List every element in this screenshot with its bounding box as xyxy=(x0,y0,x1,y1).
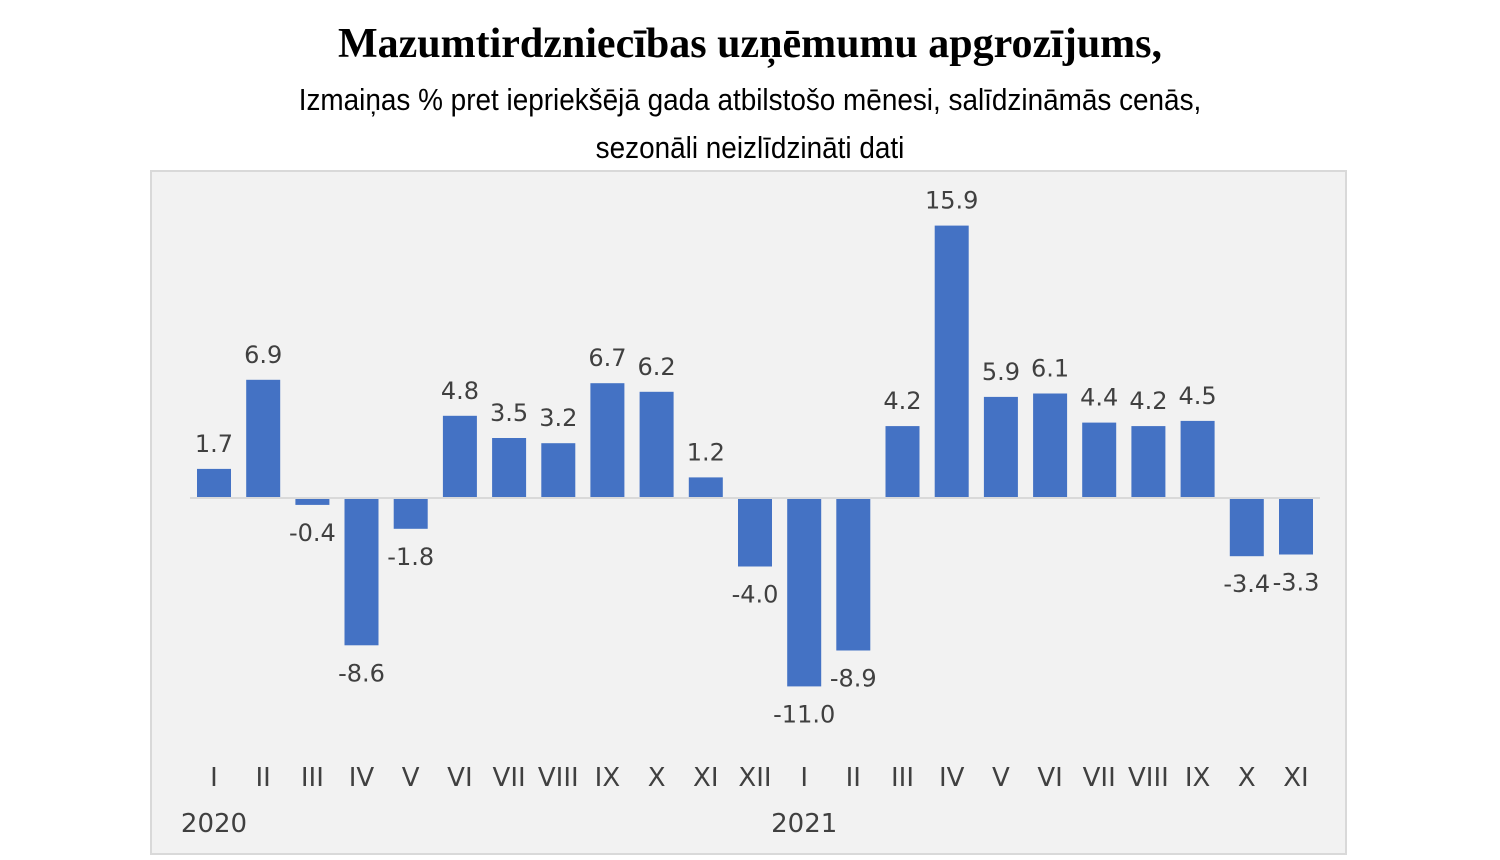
bar-13 xyxy=(836,498,871,651)
value-label-2: -0.4 xyxy=(289,519,336,547)
bar-4 xyxy=(393,498,428,529)
value-label-12: -11.0 xyxy=(773,700,835,728)
value-label-21: -3.4 xyxy=(1223,570,1270,598)
category-label-7: VIII xyxy=(538,763,579,793)
category-label-22: XI xyxy=(1283,763,1308,793)
value-label-16: 5.9 xyxy=(982,358,1020,386)
bar-15 xyxy=(934,225,969,498)
category-label-20: IX xyxy=(1185,763,1210,793)
bar-1 xyxy=(246,379,281,498)
value-label-17: 6.1 xyxy=(1031,355,1069,383)
category-label-6: VII xyxy=(493,763,526,793)
value-label-7: 3.2 xyxy=(539,404,577,432)
bar-16 xyxy=(983,396,1018,498)
category-label-14: III xyxy=(891,763,914,793)
category-label-10: XI xyxy=(693,763,718,793)
category-label-8: IX xyxy=(595,763,620,793)
year-label-1: 2021 xyxy=(771,809,837,839)
value-label-9: 6.2 xyxy=(638,353,676,381)
bar-3 xyxy=(344,498,379,646)
bar-10 xyxy=(688,477,723,498)
category-label-21: X xyxy=(1238,763,1256,793)
category-label-5: VI xyxy=(447,763,472,793)
value-label-3: -8.6 xyxy=(338,659,385,687)
bar-8 xyxy=(590,383,625,498)
chart-subtitle-line-2: sezonāli neizlīdzināti dati xyxy=(595,130,905,165)
bar-14 xyxy=(885,426,920,498)
category-label-15: IV xyxy=(939,763,965,793)
value-label-19: 4.2 xyxy=(1129,387,1167,415)
bar-20 xyxy=(1180,420,1215,498)
value-label-8: 6.7 xyxy=(588,344,626,372)
bars-group xyxy=(197,225,1313,687)
category-label-12: I xyxy=(800,763,808,793)
value-label-20: 4.5 xyxy=(1179,382,1217,410)
bar-6 xyxy=(492,438,527,498)
chart-subtitle-line-1: Izmaiņas % pret iepriekšējā gada atbilst… xyxy=(298,82,1202,117)
year-labels-group: 2020 2021 xyxy=(181,809,837,839)
value-label-1: 6.9 xyxy=(244,341,282,369)
category-label-11: XII xyxy=(738,763,771,793)
bar-18 xyxy=(1082,422,1117,498)
value-label-11: -4.0 xyxy=(732,581,779,609)
bar-11 xyxy=(738,498,772,567)
category-label-3: IV xyxy=(349,763,375,793)
bar-21 xyxy=(1229,498,1264,557)
category-label-1: II xyxy=(256,763,271,793)
bar-7 xyxy=(541,443,576,498)
bar-22 xyxy=(1279,498,1313,555)
value-label-5: 4.8 xyxy=(441,377,479,405)
bar-19 xyxy=(1131,426,1166,498)
bar-5 xyxy=(442,415,477,498)
value-label-4: -1.8 xyxy=(387,543,434,571)
bar-0 xyxy=(197,468,231,498)
category-label-18: VII xyxy=(1083,763,1116,793)
bar-12 xyxy=(787,498,822,687)
category-label-17: VI xyxy=(1037,763,1062,793)
value-label-14: 4.2 xyxy=(883,387,921,415)
value-label-6: 3.5 xyxy=(490,399,528,427)
value-label-13: -8.9 xyxy=(830,665,877,693)
value-label-18: 4.4 xyxy=(1080,384,1118,412)
value-label-22: -3.3 xyxy=(1273,569,1320,597)
bar-9 xyxy=(639,391,674,498)
category-label-2: III xyxy=(301,763,324,793)
category-label-19: VIII xyxy=(1128,763,1169,793)
category-label-4: V xyxy=(402,763,420,793)
value-label-10: 1.2 xyxy=(687,438,725,466)
bar-17 xyxy=(1033,393,1068,498)
category-label-13: II xyxy=(846,763,861,793)
category-labels-group: I II III IV V VI VII VIII IX X XI XII I II III IV V VI VII… xyxy=(210,763,1309,793)
chart-title: Mazumtirdzniecības uzņēmumu apgrozījums, xyxy=(337,21,1163,67)
year-label-0: 2020 xyxy=(181,809,247,839)
value-labels-group: 1.7 6.9 -0.4 -8.6 -1.8 4.8 3.5 3.2 6.7 6.2 1.2 -4.0… xyxy=(195,187,1320,729)
category-label-16: V xyxy=(992,763,1010,793)
category-label-0: I xyxy=(210,763,218,793)
value-label-15: 15.9 xyxy=(925,187,978,215)
bar-2 xyxy=(295,498,330,505)
category-label-9: X xyxy=(648,763,666,793)
value-label-0: 1.7 xyxy=(195,430,233,458)
